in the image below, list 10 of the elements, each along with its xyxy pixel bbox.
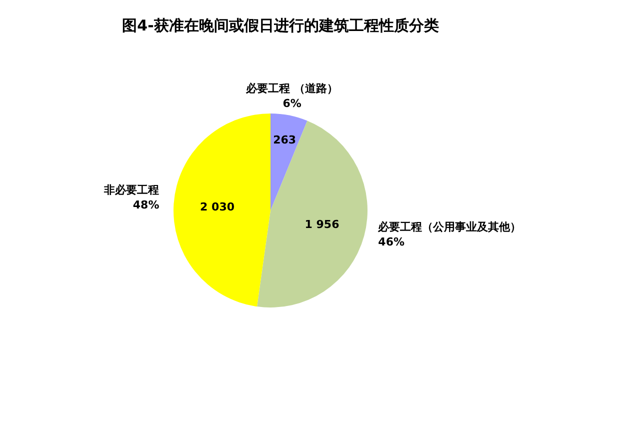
text: 6% [282, 97, 302, 110]
data-label: 2 030 [200, 200, 235, 214]
text: 46% [378, 236, 405, 249]
chart-title: 图4-获准在晚间或假日进行的建筑工程性质分类 [122, 16, 439, 34]
data-label: 263 [273, 134, 296, 147]
slice-label: 非必要工程 [103, 184, 160, 197]
text: 48% [132, 198, 160, 212]
slice-label: 必要工程（公用事业及其他） [377, 220, 522, 234]
data-label: 1 956 [304, 218, 340, 231]
slice-label: 必要工程 （道路） [245, 82, 338, 96]
